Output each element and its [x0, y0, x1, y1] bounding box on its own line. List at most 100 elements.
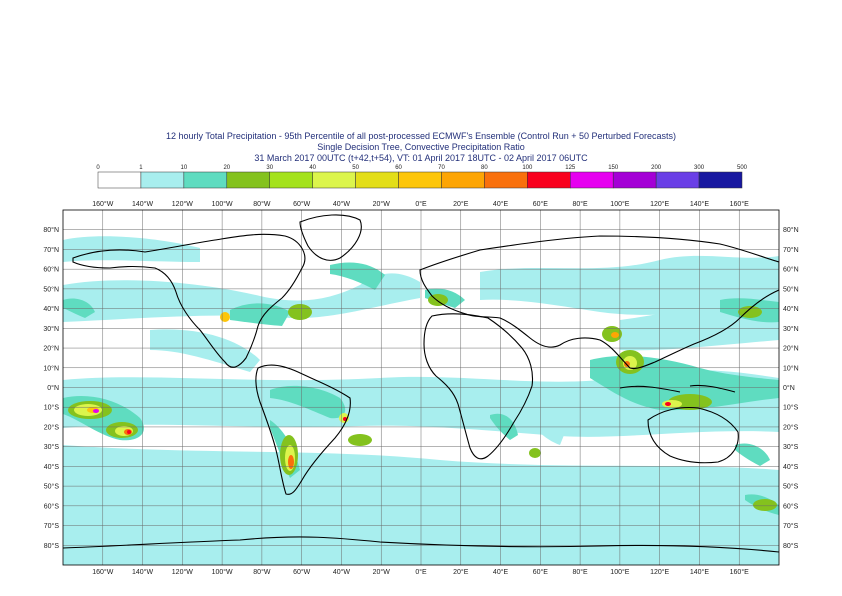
lat-label: 30°S: [44, 443, 60, 451]
lon-label: 160°W: [92, 200, 113, 208]
lon-label: 120°E: [650, 200, 669, 208]
lat-label: 40°S: [783, 463, 799, 471]
lon-label: 140°E: [690, 200, 709, 208]
lon-label: 160°W: [92, 568, 113, 576]
lon-label: 120°W: [172, 200, 193, 208]
lat-label: 30°S: [783, 443, 799, 451]
lat-label: 40°N: [783, 305, 799, 313]
legend-threshold-label: 500: [737, 165, 748, 171]
antarctica-outline: [63, 536, 779, 553]
lat-label: 20°S: [44, 423, 60, 431]
legend-threshold-label: 60: [395, 165, 402, 171]
map-subtitle: Single Decision Tree, Convective Precipi…: [317, 142, 525, 152]
lon-label: 100°W: [212, 200, 233, 208]
lon-label: 60°W: [293, 568, 311, 576]
lon-label: 20°E: [453, 568, 469, 576]
lon-label: 160°E: [730, 568, 749, 576]
lat-label: 10°S: [44, 404, 60, 412]
top-longitude-labels: 160°W 140°W 120°W 100°W 80°W 60°W 40°W 20°W 0°E 2…: [92, 200, 749, 208]
legend-threshold-label: 70: [438, 165, 445, 171]
lon-label: 40°W: [333, 200, 351, 208]
legend-threshold-label: 300: [694, 165, 705, 171]
africa-outline: [423, 313, 534, 460]
lat-label: 80°S: [44, 542, 60, 550]
lon-label: 20°W: [373, 568, 391, 576]
lon-label: 0°E: [415, 568, 427, 576]
lat-label: 20°N: [783, 345, 799, 353]
lat-label: 70°N: [43, 246, 59, 254]
lon-label: 100°W: [212, 568, 233, 576]
legend-swatch-300: [698, 171, 743, 189]
lon-label: 140°W: [132, 568, 153, 576]
lon-label: 100°E: [610, 200, 629, 208]
precipitation-legend: 0 1 10 20 30 40 50 60 70 80 100 125 150 200 300 500: [96, 165, 748, 189]
lon-label: 60°E: [533, 200, 549, 208]
lon-label: 140°E: [690, 568, 709, 576]
north-america-outline: [72, 233, 306, 368]
legend-threshold-label: 50: [352, 165, 359, 171]
lat-label: 20°S: [783, 423, 799, 431]
lat-label: 40°N: [43, 305, 59, 313]
coastlines: [63, 214, 779, 553]
map-frame: [62, 209, 780, 566]
lon-label: 60°W: [293, 200, 311, 208]
lat-label: 70°S: [44, 522, 60, 530]
lat-label: 30°N: [783, 325, 799, 333]
lat-label: 80°S: [783, 542, 799, 550]
lon-label: 40°E: [493, 200, 509, 208]
legend-threshold-label: 200: [651, 165, 662, 171]
legend-threshold-label: 40: [309, 165, 316, 171]
lon-label: 0°E: [415, 200, 427, 208]
lat-label: 10°S: [783, 404, 799, 412]
left-latitude-labels: 80°N 70°N 60°N 50°N 40°N 30°N 20°N 10°N 0°N 10°S 2…: [43, 226, 59, 550]
lon-label: 20°E: [453, 200, 469, 208]
legend-threshold-label: 0: [96, 165, 100, 171]
lat-label: 50°N: [43, 285, 59, 293]
lat-label: 10°N: [783, 364, 799, 372]
lat-label: 40°S: [44, 463, 60, 471]
lon-label: 120°W: [172, 568, 193, 576]
legend-threshold-label: 10: [181, 165, 188, 171]
lon-label: 140°W: [132, 200, 153, 208]
lat-label: 60°N: [783, 266, 799, 274]
indonesia-outline: [619, 384, 736, 393]
map-validity-time: 31 March 2017 00UTC (t+42,t+54), VT: 01 …: [254, 153, 588, 163]
map-title: 12 hourly Total Precipitation - 95th Per…: [165, 131, 677, 141]
lat-label: 0°N: [783, 384, 795, 392]
lat-label: 80°N: [43, 226, 59, 234]
lat-label: 50°N: [783, 285, 799, 293]
lon-label: 100°E: [610, 568, 629, 576]
lon-label: 80°E: [572, 200, 588, 208]
legend-threshold-label: 80: [481, 165, 488, 171]
legend-threshold-label: 1: [139, 165, 143, 171]
lon-label: 80°W: [253, 200, 271, 208]
lat-label: 60°N: [43, 266, 59, 274]
legend-threshold-label: 150: [608, 165, 619, 171]
lon-label: 160°E: [730, 200, 749, 208]
legend-threshold-label: 125: [565, 165, 576, 171]
legend-threshold-label: 20: [223, 165, 230, 171]
lat-label: 80°N: [783, 226, 799, 234]
bottom-longitude-labels: 160°W 140°W 120°W 100°W 80°W 60°W 40°W 20°W 0°E 2…: [92, 568, 749, 576]
graticule-grid: [63, 210, 779, 565]
greenland-outline: [299, 214, 362, 261]
lon-label: 40°E: [493, 568, 509, 576]
lon-label: 40°W: [333, 568, 351, 576]
lat-label: 20°N: [43, 345, 59, 353]
lat-label: 30°N: [43, 325, 59, 333]
lat-label: 70°S: [783, 522, 799, 530]
lon-label: 60°E: [533, 568, 549, 576]
lat-label: 70°N: [783, 246, 799, 254]
lat-label: 50°S: [44, 483, 60, 491]
australia-outline: [647, 406, 739, 464]
lat-label: 50°S: [783, 483, 799, 491]
lon-label: 80°W: [253, 568, 271, 576]
lat-label: 10°N: [43, 364, 59, 372]
lon-label: 120°E: [650, 568, 669, 576]
right-latitude-labels: 80°N 70°N 60°N 50°N 40°N 30°N 20°N 10°N 0°N 10°S 2…: [783, 226, 799, 550]
legend-threshold-label: 100: [522, 165, 533, 171]
legend-threshold-label: 30: [266, 165, 273, 171]
lat-label: 60°S: [44, 502, 60, 510]
lat-label: 0°N: [47, 384, 59, 392]
